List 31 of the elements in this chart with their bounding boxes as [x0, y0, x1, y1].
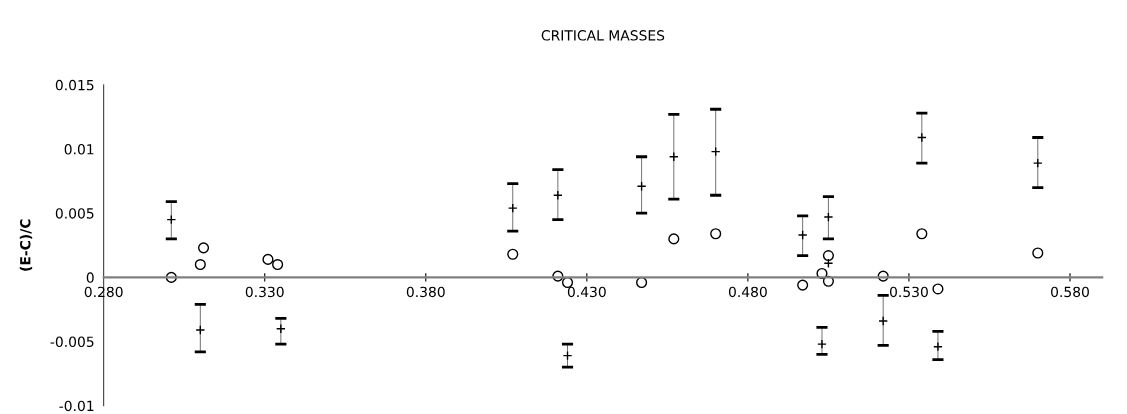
- point: [262, 253, 274, 265]
- point: [1032, 247, 1044, 259]
- y-tick-label: -0.005: [50, 336, 94, 348]
- x-tick-label: 0.430: [567, 286, 606, 298]
- y-tick-label: 0.005: [55, 208, 94, 219]
- x-tick-label: 0.580: [1051, 286, 1089, 298]
- point: [932, 283, 944, 295]
- x-tick-label: 0.380: [406, 286, 445, 298]
- point: [797, 279, 809, 291]
- point: [916, 228, 928, 240]
- point: [272, 258, 284, 271]
- point: [194, 258, 206, 271]
- y-tick-label: 0: [86, 272, 94, 283]
- point: [668, 233, 680, 245]
- y-tick-label: -0.01: [59, 400, 94, 412]
- point: [165, 271, 177, 283]
- chart-title: CRITICAL MASSES: [541, 30, 665, 41]
- point: [822, 275, 834, 287]
- point: [877, 270, 889, 282]
- point: [816, 267, 828, 280]
- point: [710, 228, 722, 240]
- y-tick-label: 0.01: [64, 144, 94, 155]
- x-tick-label: 0.330: [245, 286, 284, 298]
- point: [552, 270, 564, 282]
- point: [197, 242, 210, 254]
- point: [507, 248, 519, 260]
- point: [822, 250, 834, 262]
- y-tick-label: 0.015: [55, 79, 94, 91]
- x-tick-label: 0.480: [728, 286, 767, 298]
- y-axis-title: (E-C)/C: [19, 219, 33, 271]
- x-tick-label: 0.530: [889, 286, 928, 298]
